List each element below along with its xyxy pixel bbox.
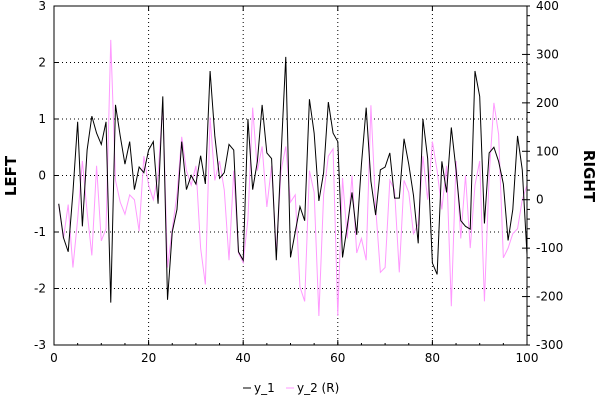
y-right-tick-label: 200 [536, 96, 559, 110]
y-right-tick-label: -300 [536, 338, 563, 352]
x-tick-label: 100 [516, 351, 539, 365]
y-left-tick-label: 0 [38, 169, 46, 183]
series-line-y-1 [58, 56, 528, 303]
x-tick-label: 60 [330, 351, 345, 365]
x-tick-label: 80 [425, 351, 440, 365]
left-axis-label: LEFT [2, 155, 20, 196]
series-lines [58, 39, 528, 316]
grid [54, 6, 527, 345]
y-right-tick-label: 0 [536, 193, 544, 207]
y-left-tick-label: 2 [38, 56, 46, 70]
y-left-tick-label: 1 [38, 112, 46, 126]
x-tick-label: 20 [141, 351, 156, 365]
y-left-tick-label: -3 [34, 338, 46, 352]
y-left-tick-label: 3 [38, 0, 46, 13]
x-tick-label: 40 [236, 351, 251, 365]
y-right-tick-label: 300 [536, 47, 559, 61]
y-right-tick-label: 100 [536, 144, 559, 158]
y-right-tick-label: -100 [536, 241, 563, 255]
y-right-tick-label: -200 [536, 290, 563, 304]
legend-label-y1: y_1 [254, 381, 275, 395]
y-left-tick-label: -1 [34, 225, 46, 239]
right-axis-label: RIGHT [580, 150, 598, 203]
ticks: 0 20 40 60 80 100 -3 -2 -1 0 1 2 3 -300 -200 -100 0 100 20… [34, 0, 563, 365]
legend-label-y2: y_2 (R) [297, 381, 339, 395]
y-right-tick-label: 400 [536, 0, 559, 13]
y-left-tick-label: -2 [34, 282, 46, 296]
legend: y_1 y_2 (R) [243, 381, 339, 395]
series-line-y-2-r- [58, 39, 528, 316]
x-tick-label: 0 [50, 351, 58, 365]
